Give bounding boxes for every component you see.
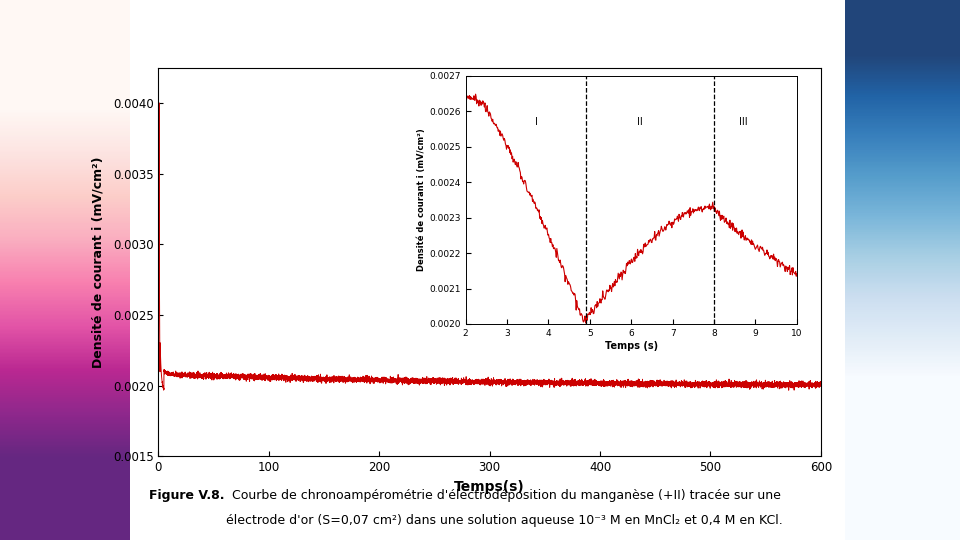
Y-axis label: Densité de courant i (mV/cm²): Densité de courant i (mV/cm²) <box>418 129 426 271</box>
X-axis label: Temps(s): Temps(s) <box>454 480 525 494</box>
Text: III: III <box>738 117 747 127</box>
Text: I: I <box>535 117 538 127</box>
X-axis label: Temps (s): Temps (s) <box>605 341 658 350</box>
Text: Courbe de chronoampérométrie d'électrodéposition du manganèse (+II) tracée sur u: Courbe de chronoampérométrie d'électrodé… <box>228 489 780 502</box>
Text: électrode d'or (S=0,07 cm²) dans une solution aqueuse 10⁻³ M en MnCl₂ et 0,4 M e: électrode d'or (S=0,07 cm²) dans une sol… <box>226 514 782 527</box>
Text: II: II <box>636 117 642 127</box>
Y-axis label: Densité de courant i (mV/cm²): Densité de courant i (mV/cm²) <box>91 156 105 368</box>
Text: Figure V.8.: Figure V.8. <box>149 489 225 502</box>
